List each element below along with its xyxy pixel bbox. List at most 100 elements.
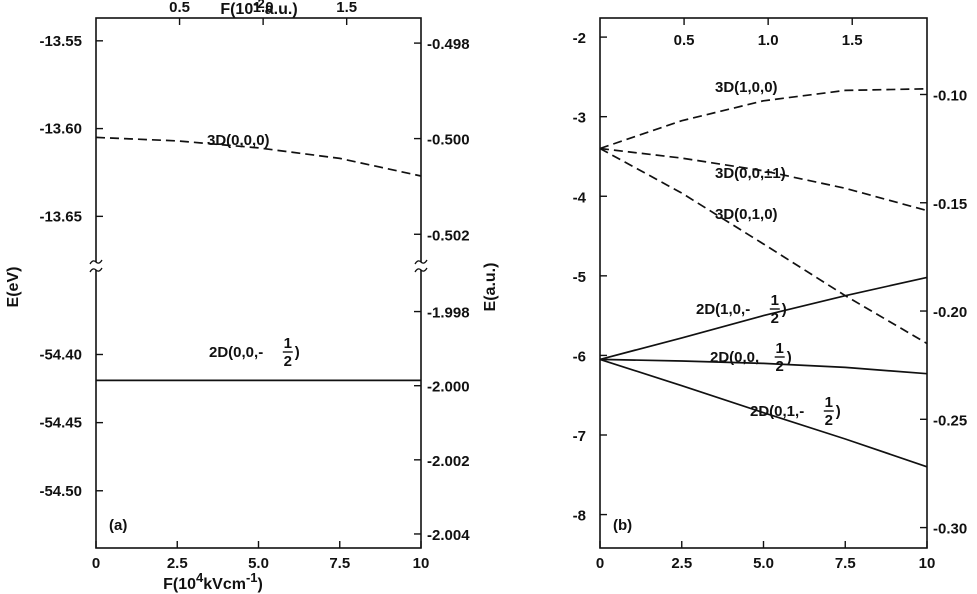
y-tick-label-right-b: -0.10 [933,87,967,104]
panel-label-a: (a) [109,517,127,534]
y-tick-label-right-b: -0.30 [933,521,967,538]
x-tick-label-b: 2.5 [671,555,692,572]
axis-break-right-gap [413,262,429,270]
y-tick-label-right-b: -0.20 [933,304,967,321]
bottom-axis-title-part: kVcm [203,576,246,593]
series-label-b-den: 2 [776,358,784,375]
y-tick-label-right-a: -0.502 [427,227,470,244]
series-label-2d00: 2D(0,0,- 12) [209,335,300,370]
y-tick-label-left-b: -7 [573,428,586,445]
x-tick-label-a: 7.5 [329,555,350,572]
series-label-b: 3D(0,0,±1) [715,165,786,182]
series-label-b-num: 1 [825,394,833,411]
y-tick-label-right-a: -2.000 [427,379,470,396]
top-tick-label-b: 0.5 [674,32,695,49]
series-label-2d00-num: 1 [284,335,292,352]
series-line [599,358,928,375]
x-tick-label-a: 0 [92,555,100,572]
series-label-b: 2D(0,1,- 12) [750,394,841,429]
x-tick-label-a: 5.0 [248,555,269,572]
series-line [599,276,928,361]
x-tick-label-a: 10 [413,555,430,572]
y-tick-label-right-a: -2.002 [427,453,470,470]
series-label-3d000-text: 3D(0,0,0) [207,132,270,149]
series-label-b-text: 2D(1,0,- [696,301,750,318]
series-label-b: 3D(0,1,0) [715,206,778,223]
y-tick-label-right-a: -0.500 [427,132,470,149]
series-label-b-close: ) [782,301,787,318]
series-label-b-num: 1 [771,292,779,309]
y-tick-label-left-a: -54.45 [39,415,82,432]
y-tick-label-left-b: -8 [573,508,586,525]
plot-frame-b [599,17,928,549]
series-line [599,87,928,150]
panel-a: 0 2.5 5.0 7.5 10 0.5 1.0 1.5 -13.55 -13.60 -13.65 -… [5,0,499,593]
y-tick-label-left-b: -6 [573,348,586,365]
top-tick-label-a: 1.0 [253,0,274,16]
top-tick-label-a: 0.5 [169,0,190,16]
x-tick-label-b: 7.5 [835,555,856,572]
top-axis-title-part: F(10 [220,1,253,18]
top-axis-title-part: a.u.) [265,1,298,18]
y-tick-label-left-a: -13.60 [39,121,82,138]
y-tick-label-left-a: -54.40 [39,346,82,363]
x-tick-label-b: 0 [596,555,604,572]
y-tick-label-left-b: -4 [573,189,587,206]
y-tick-label-left-b: -2 [573,30,586,47]
top-tick-label-a: 1.5 [336,0,357,16]
series-label-b-text: 2D(0,0, [710,349,759,366]
series-label-b-close: ) [787,349,792,366]
y-tick-label-left-a: -13.65 [39,208,82,225]
y-tick-label-right-a: -1.998 [427,305,470,322]
bottom-axis-title-part: -1 [246,570,258,585]
y-axis-title-right-a: E(a.u.) [482,263,499,312]
y-axis-title-left-a: E(eV) [5,267,22,308]
x-tick-label-b: 5.0 [753,555,774,572]
x-tick-label-b: 10 [919,555,936,572]
axis-break-mark [414,267,428,273]
y-tick-label-right-b: -0.25 [933,412,967,429]
series-line [95,136,422,177]
y-tick-label-left-b: -5 [573,269,586,286]
series-label-2d00-den: 2 [284,353,292,370]
bottom-axis-title-part: 4 [196,570,204,585]
series-label-b: 2D(1,0,- 12) [696,292,787,327]
x-tick-label-a: 2.5 [167,555,188,572]
axis-break-mark [89,259,103,265]
axis-break-mark [414,259,428,265]
bottom-axis-title-a: F(104kVcm-1) [163,570,263,593]
bottom-axis-title-part: F(10 [163,576,196,593]
panel-b: 0 2.5 5.0 7.5 10 0.5 1.0 1.5 -2 -3 -4 -5 -6 -7 -8 -0.10… [573,17,967,572]
y-tick-label-right-b: -0.15 [933,196,967,213]
series-label-3d000: 3D(0,0,0) [207,132,270,149]
series-line [599,147,928,345]
bottom-axis-title-part: ) [258,576,263,593]
y-tick-label-right-a: -0.498 [427,36,470,53]
series-label-b-text: 2D(0,1,- [750,403,804,420]
panel-label-b: (b) [613,517,632,534]
y-tick-label-right-a: -2.004 [427,527,470,544]
series-line [599,358,928,468]
top-axis-title-a-text: F(10-2a.u.) [220,0,297,18]
axis-break-mark [89,267,103,273]
series-label-b-text: 3D(0,0,±1) [715,165,786,182]
top-tick-label-b: 1.0 [758,32,779,49]
series-label-b-text: 3D(0,1,0) [715,206,778,223]
series-label-b-den: 2 [771,310,779,327]
top-tick-label-b: 1.5 [842,32,863,49]
series-label-b: 3D(1,0,0) [715,79,778,96]
plot-frame-a [95,17,422,549]
y-tick-label-left-b: -3 [573,110,586,127]
series-label-2d00-text: 2D(0,0,- [209,344,263,361]
series-label-b-num: 1 [776,340,784,357]
series-label-b-close: ) [836,403,841,420]
top-axis-title-part: -2 [253,0,265,11]
y-tick-label-left-a: -13.55 [39,33,82,50]
y-tick-label-left-a: -54.50 [39,483,82,500]
series-label-b-den: 2 [825,412,833,429]
series-label-2d00-close: ) [295,344,300,361]
axis-break-left-gap [88,262,104,270]
series-label-b: 2D(0,0, 12) [710,340,792,375]
series-label-b-text: 3D(1,0,0) [715,79,778,96]
